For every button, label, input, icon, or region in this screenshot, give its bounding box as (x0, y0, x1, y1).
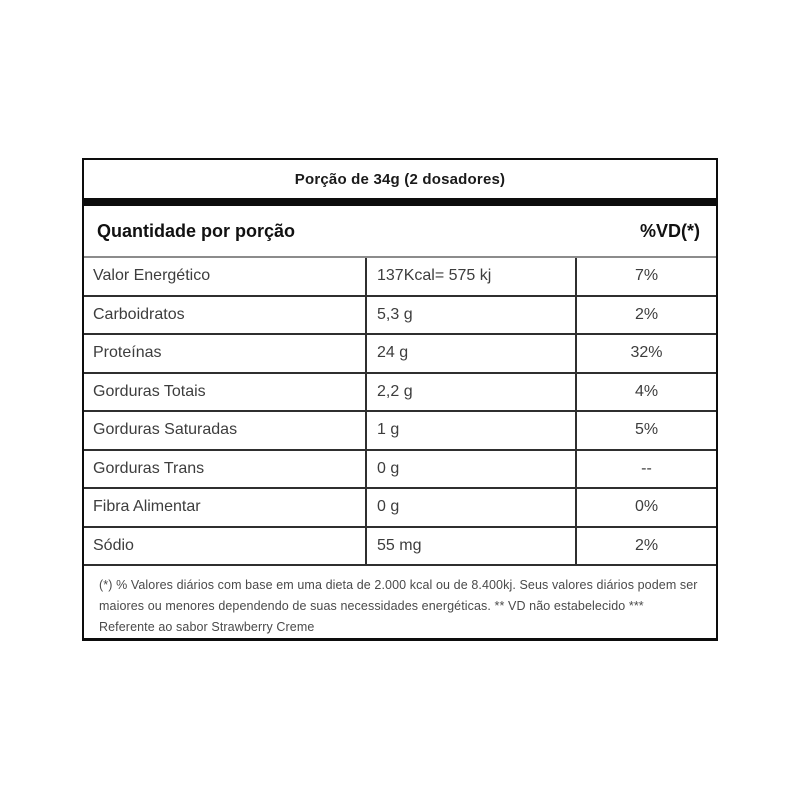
nutrient-name: Gorduras Totais (93, 382, 206, 400)
table-row: Sódio 55 mg 2% (84, 527, 716, 566)
nutrient-name: Carboidratos (93, 305, 185, 323)
nutrient-vd: 2% (634, 536, 659, 554)
daily-values-footnote-line1: (*) % Valores diários com base em uma di… (99, 578, 698, 592)
table-row: Carboidratos 5,3 g 2% (84, 296, 716, 335)
nutrition-facts-table: Porção de 34g (2 dosadores) Quantidade p… (82, 158, 718, 641)
nutrient-vd: 32% (630, 344, 663, 362)
serving-size-row: Porção de 34g (2 dosadores) (84, 160, 716, 198)
nutrient-amount: 55 mg (365, 527, 577, 564)
header-divider-bar (84, 198, 716, 206)
nutrient-amount: 24 g (365, 335, 577, 372)
nutrient-amount: 0 g (365, 489, 577, 526)
table-row: Valor Energético 137Kcal= 575 kj 7% (84, 258, 716, 297)
nutrient-vd: 2% (634, 305, 659, 323)
nutrient-vd: 5% (634, 421, 659, 439)
table-header-row: Quantidade por porção %VD(*) (84, 206, 716, 258)
nutrient-amount: 137Kcal= 575 kj (365, 258, 577, 295)
quantity-per-serving-header: Quantidade por porção (97, 220, 296, 241)
flavor-reference-note: Referente ao sabor Strawberry Creme (99, 620, 315, 634)
table-row: Proteínas 24 g 32% (84, 335, 716, 374)
table-row: Gorduras Totais 2,2 g 4% (84, 373, 716, 412)
nutrient-amount: 2,2 g (365, 373, 577, 410)
nutrient-amount: 1 g (365, 412, 577, 449)
nutrient-amount: 0 g (365, 450, 577, 487)
table-row: Fibra Alimentar 0 g 0% (84, 489, 716, 528)
table-row: Gorduras Trans 0 g -- (84, 450, 716, 489)
table-row: Gorduras Saturadas 1 g 5% (84, 412, 716, 451)
daily-value-header: %VD(*) (639, 220, 700, 241)
nutrient-name: Sódio (93, 536, 134, 554)
nutrient-vd: -- (641, 459, 652, 477)
serving-size-text: Porção de 34g (2 dosadores) (294, 170, 506, 188)
nutrient-vd: 7% (634, 267, 659, 285)
footnote-section: (*) % Valores diários com base em uma di… (84, 566, 716, 638)
nutrient-name: Valor Energético (93, 267, 211, 285)
nutrient-name: Fibra Alimentar (93, 498, 201, 516)
daily-values-footnote-line2: maiores ou menores dependendo de suas ne… (99, 599, 644, 613)
nutrient-name: Proteínas (93, 344, 162, 362)
nutrient-name: Gorduras Saturadas (93, 421, 238, 439)
nutrient-amount: 5,3 g (365, 296, 577, 333)
nutrient-vd: 4% (634, 382, 659, 400)
nutrient-vd: 0% (634, 498, 659, 516)
nutrient-name: Gorduras Trans (93, 459, 205, 477)
